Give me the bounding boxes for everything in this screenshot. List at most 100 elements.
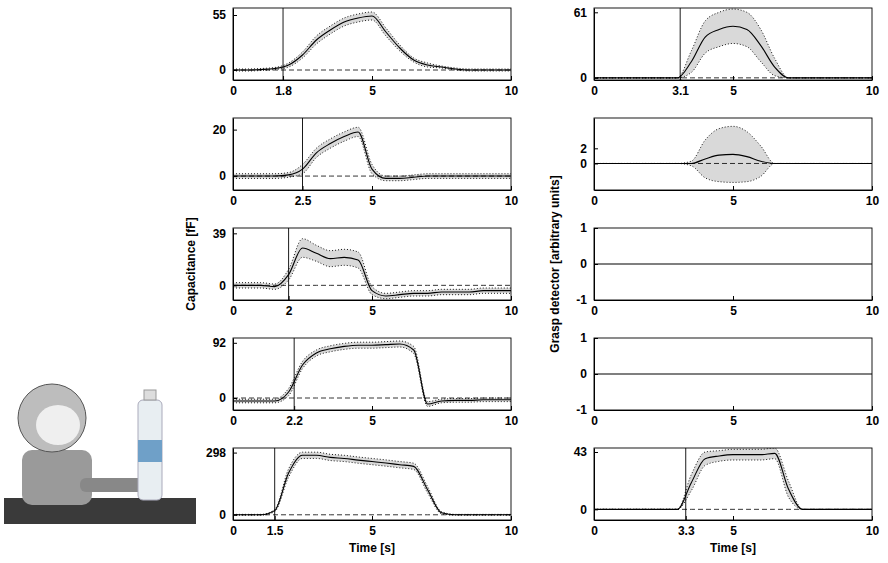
tick: 20: [213, 123, 237, 137]
tick-mark: [594, 452, 598, 453]
robot-face: [36, 405, 80, 445]
std-lower: [594, 43, 872, 77]
plot-frame: [233, 228, 511, 300]
tick-label: 0: [591, 414, 598, 428]
tick-mark: [872, 186, 873, 190]
plot-frame: [233, 8, 511, 80]
tick-mark: [733, 186, 734, 190]
x-axis: 0 5 10: [591, 296, 879, 318]
tick: 1.5: [267, 516, 284, 538]
std-band: [233, 341, 511, 406]
tick-mark: [511, 296, 512, 300]
x-axis: 0510: [591, 406, 879, 428]
tick: 5: [730, 516, 737, 538]
tick: 10: [866, 186, 880, 208]
x-axis: 03.3510: [591, 516, 879, 538]
tick: 2.2: [286, 406, 303, 428]
plot-area: [594, 264, 872, 265]
panel: 03.3510043Time [s]: [574, 445, 880, 555]
std-upper: [233, 239, 511, 294]
tick: 5: [369, 296, 376, 318]
tick-mark: [594, 410, 598, 411]
series-line: [233, 398, 511, 399]
tick-mark: [511, 516, 512, 520]
std-band: [594, 126, 872, 182]
tick: 1.8: [275, 76, 292, 98]
plot-frame: [594, 448, 872, 520]
tick-label: 10: [505, 194, 519, 208]
tick-label: 43: [574, 445, 588, 459]
tick: 0: [580, 157, 598, 171]
tick: 0: [580, 71, 598, 85]
axis-line: [595, 300, 873, 301]
tick: 2: [580, 142, 598, 156]
tick-label: -1: [576, 293, 587, 307]
plot-frame: [594, 118, 872, 190]
tick-mark: [511, 186, 512, 190]
tick: 0: [219, 508, 237, 522]
axis-line: [233, 339, 234, 411]
plot-area: [594, 374, 872, 375]
tick-mark: [233, 515, 237, 516]
series-line: [594, 509, 872, 510]
tick-mark: [594, 509, 598, 510]
plot-frame: [594, 338, 872, 410]
tick-mark: [733, 296, 734, 300]
tick-mark: [289, 296, 290, 300]
tick: -1: [576, 293, 598, 307]
tick: 0: [580, 503, 598, 517]
tick: 10: [866, 296, 880, 318]
tick-label: 5: [730, 84, 737, 98]
y-axis: 020: [213, 119, 237, 191]
tick-label: 0: [591, 524, 598, 538]
bottle-cap: [144, 390, 156, 400]
panel: 0510-10 1: [576, 331, 879, 427]
y-axis: 092: [213, 336, 237, 410]
axis-line: [234, 410, 512, 411]
tick-label: 298: [206, 446, 226, 460]
mean-line: [233, 16, 511, 70]
tick-label: 0: [580, 71, 587, 85]
tick: 3.3: [678, 516, 695, 538]
tick: 3.1: [672, 76, 689, 98]
tick-label: 61: [574, 6, 588, 20]
tick: 43: [574, 445, 598, 459]
std-upper: [594, 126, 872, 163]
tick-label: 5: [369, 524, 376, 538]
tick-label: 0: [580, 157, 587, 171]
tick-label: 1.5: [267, 524, 284, 538]
tick-mark: [372, 516, 373, 520]
tick: 1: [580, 331, 598, 345]
std-lower: [594, 163, 872, 182]
tick: -1: [576, 403, 598, 417]
tick-mark: [594, 78, 598, 79]
tick: 1: [580, 221, 598, 235]
event-line: [283, 8, 284, 80]
tick-label: 5: [369, 194, 376, 208]
tick-mark: [275, 516, 276, 520]
tick-mark: [872, 76, 873, 80]
tick: 5: [730, 186, 737, 208]
plot-area: [233, 338, 511, 410]
event-line: [302, 118, 303, 190]
std-upper: [233, 12, 511, 69]
y-axis: 055: [213, 8, 237, 80]
tick: 10: [505, 516, 519, 538]
mean-line: [594, 26, 872, 78]
panel: 02510039Capacitance [fF]: [184, 217, 518, 317]
axis-line: [594, 119, 595, 191]
tick: 10: [505, 296, 519, 318]
tick: 10: [505, 186, 519, 208]
series-line: [594, 163, 872, 164]
tick: 5: [730, 296, 737, 318]
tick-mark: [511, 406, 512, 410]
series-line: [233, 176, 511, 177]
axis-line: [595, 410, 873, 411]
tick-label: 0: [591, 304, 598, 318]
tick-mark: [594, 264, 598, 265]
bottle: [138, 400, 162, 500]
axis-line: [234, 520, 512, 521]
tick: 5: [369, 76, 376, 98]
plot-area: [594, 126, 872, 182]
tick: 2: [286, 296, 293, 318]
